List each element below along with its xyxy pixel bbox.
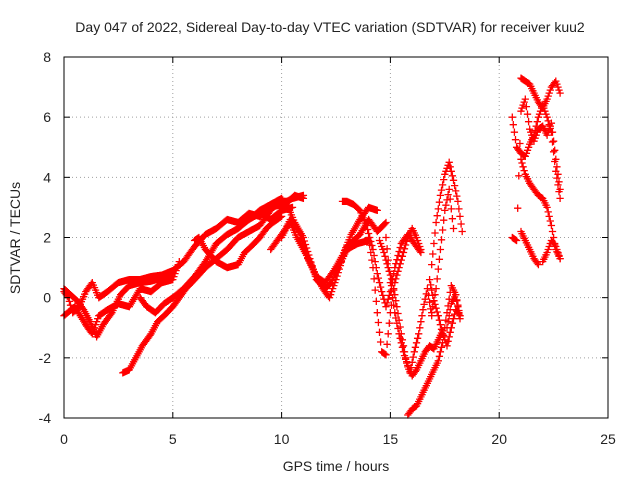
plus-markers xyxy=(382,233,447,380)
plus-markers xyxy=(517,227,543,269)
x-tick-label: 15 xyxy=(383,431,399,447)
series-trace-i xyxy=(277,203,381,287)
y-tick-label: 0 xyxy=(43,290,51,306)
plus-markers xyxy=(443,291,464,332)
y-tick-label: -2 xyxy=(39,350,52,366)
data-points xyxy=(60,74,564,419)
series-trace-x xyxy=(539,236,564,266)
y-tick-label: 8 xyxy=(43,49,51,65)
x-tick-label: 0 xyxy=(60,431,68,447)
y-tick-label: 2 xyxy=(43,230,51,246)
y-tick-label: -4 xyxy=(39,410,52,426)
series-trace-t xyxy=(508,101,564,203)
x-axis-label: GPS time / hours xyxy=(283,458,390,474)
series-trace-j xyxy=(338,197,425,311)
series-trace-p xyxy=(428,158,466,269)
series-trace-s xyxy=(508,95,564,245)
series-trace-m xyxy=(382,233,447,380)
series-trace-o xyxy=(425,275,464,350)
chart-title: Day 047 of 2022, Sidereal Day-to-day VTE… xyxy=(75,19,585,35)
y-tick-label: 4 xyxy=(43,169,51,185)
series-trace-w xyxy=(517,74,564,112)
y-tick-labels: -4 -2 0 2 4 6 8 xyxy=(39,49,52,426)
x-tick-label: 20 xyxy=(491,431,507,447)
plus-markers xyxy=(508,101,564,203)
x-tick-label: 5 xyxy=(169,431,177,447)
plus-markers xyxy=(428,158,466,269)
plus-markers xyxy=(425,275,464,350)
y-axis-label: SDTVAR / TECUs xyxy=(7,182,23,294)
x-tick-label: 25 xyxy=(600,431,616,447)
y-tick-label: 6 xyxy=(43,109,51,125)
plus-markers xyxy=(190,212,286,272)
x-tick-label: 10 xyxy=(274,431,290,447)
series-trace-q xyxy=(428,185,458,317)
plus-markers xyxy=(338,197,425,311)
plus-markers xyxy=(539,236,564,266)
series-trace-v xyxy=(517,227,543,269)
axis-ticks xyxy=(63,56,609,419)
series-trace-r xyxy=(443,291,464,332)
series-trace-f xyxy=(190,212,286,272)
plus-markers xyxy=(428,185,458,317)
plus-markers xyxy=(508,95,564,245)
plus-markers xyxy=(277,203,381,287)
x-tick-labels: 0 5 10 15 20 25 xyxy=(60,431,616,447)
grid-lines xyxy=(64,57,608,418)
plus-markers xyxy=(517,74,564,112)
